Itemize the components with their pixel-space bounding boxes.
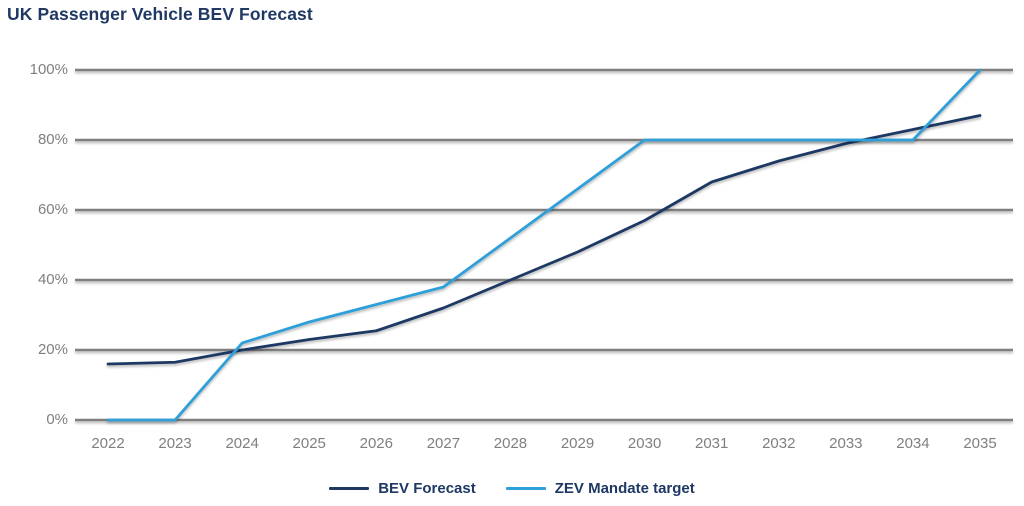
legend: BEV Forecast ZEV Mandate target — [0, 477, 1024, 499]
zev-mandate-target-line — [106, 68, 982, 422]
x-axis-tick-label: 2034 — [896, 435, 930, 452]
gridlines — [75, 68, 1013, 422]
x-axis-tick-label: 2023 — [158, 435, 192, 452]
legend-item-zev-mandate-target: ZEV Mandate target — [505, 479, 695, 497]
x-axis-tick-label: 2031 — [695, 435, 729, 452]
x-axis-tick-label: 2028 — [493, 435, 528, 452]
legend-item-bev-forecast: BEV Forecast — [329, 480, 476, 497]
chart-title: UK Passenger Vehicle BEV Forecast — [7, 4, 313, 24]
legend-label: BEV Forecast — [378, 479, 476, 497]
x-axis-tick-label: 2025 — [292, 435, 326, 452]
x-axis-tick-label: 2024 — [225, 435, 259, 452]
x-axis-tick-label: 2030 — [627, 435, 662, 452]
x-axis-labels: 2022 2023 2024 2025 2026 2027 2028 2029 2030 2031… — [0, 435, 1024, 455]
x-axis-tick-label: 2033 — [829, 435, 863, 452]
legend-label: ZEV Mandate target — [554, 479, 695, 497]
x-axis-tick-label: 2035 — [963, 435, 997, 452]
x-axis-tick-label: 2026 — [359, 435, 393, 452]
legend-line-swatch — [505, 486, 546, 490]
bev-forecast-line — [106, 114, 982, 366]
x-axis-tick-label: 2027 — [426, 435, 461, 452]
x-axis-tick-label: 2029 — [560, 435, 595, 452]
legend-line-swatch — [329, 486, 370, 490]
x-axis-tick-label: 2022 — [91, 435, 125, 452]
x-axis-tick-label: 2032 — [762, 435, 796, 452]
